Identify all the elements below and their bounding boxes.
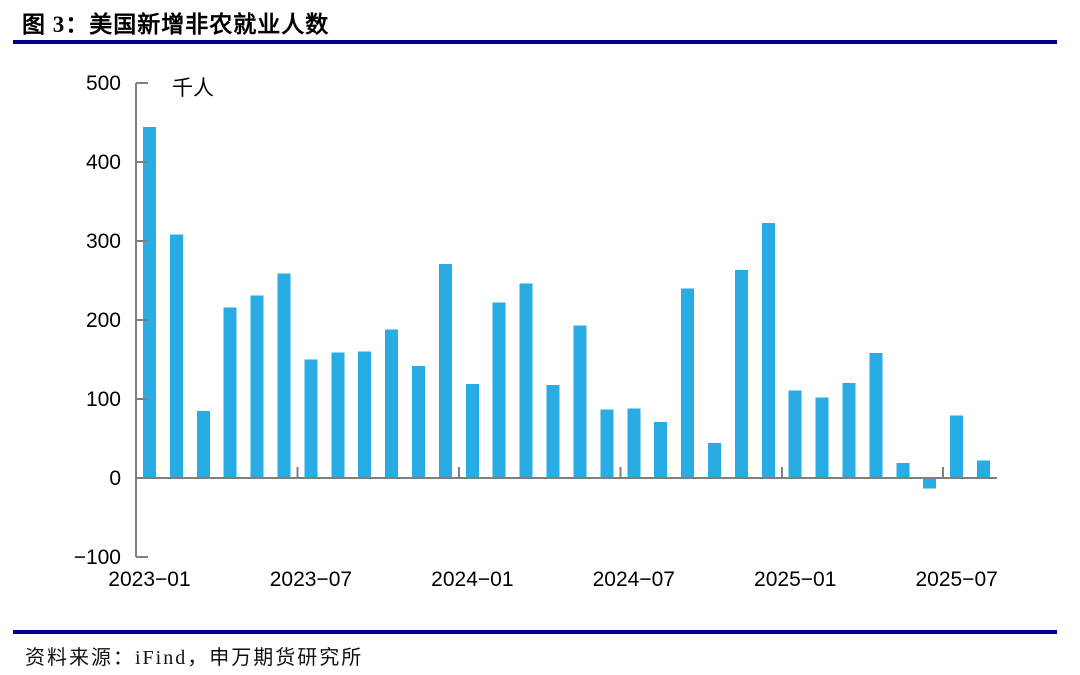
x-tick-label: 2025−07 <box>915 568 997 591</box>
y-tick-label: 100 <box>86 388 121 411</box>
y-tick-label: 300 <box>86 230 121 253</box>
bar <box>708 443 721 478</box>
bar <box>465 384 479 478</box>
x-tick-label: 2024−07 <box>593 568 675 591</box>
bar <box>492 302 506 478</box>
bar <box>600 409 614 478</box>
bar <box>438 263 452 478</box>
data-source: 资料来源：iFind，申万期货研究所 <box>25 647 364 669</box>
bar <box>923 478 937 489</box>
bar <box>681 288 695 478</box>
bar <box>412 365 425 478</box>
bar <box>358 351 372 478</box>
y-tick-label: 200 <box>86 309 121 332</box>
y-tick-label: 400 <box>86 151 121 174</box>
bar <box>143 127 156 478</box>
y-tick-label: 500 <box>86 72 121 95</box>
bar <box>519 283 533 478</box>
x-tick-label: 2024−01 <box>431 568 513 591</box>
y-axis-unit-label: 千人 <box>172 77 214 100</box>
bar <box>815 397 829 478</box>
bar <box>169 234 183 478</box>
bar <box>654 421 668 478</box>
y-tick-label: −100 <box>74 546 121 569</box>
bar <box>977 460 990 478</box>
bar <box>950 415 964 478</box>
bar <box>546 384 560 478</box>
x-tick-label: 2023−07 <box>270 568 352 591</box>
footer-rule <box>13 630 1057 634</box>
bar <box>896 463 910 478</box>
bar <box>331 352 345 478</box>
figure-title: 图 3：美国新增非农就业人数 <box>22 12 330 37</box>
bar <box>223 307 237 478</box>
bar <box>627 408 641 478</box>
y-tick-label: 0 <box>109 467 121 490</box>
x-tick-label: 2023−01 <box>108 568 190 591</box>
bar <box>573 325 587 478</box>
bar <box>869 353 883 478</box>
bar <box>277 273 291 478</box>
bar <box>734 270 748 478</box>
bar <box>250 295 264 478</box>
bar <box>304 359 318 478</box>
bar <box>842 383 856 478</box>
title-rule <box>13 40 1057 44</box>
bar <box>196 410 210 478</box>
bar <box>761 222 775 478</box>
x-tick-label: 2025−01 <box>754 568 836 591</box>
bar <box>788 390 802 478</box>
bar <box>385 329 399 478</box>
